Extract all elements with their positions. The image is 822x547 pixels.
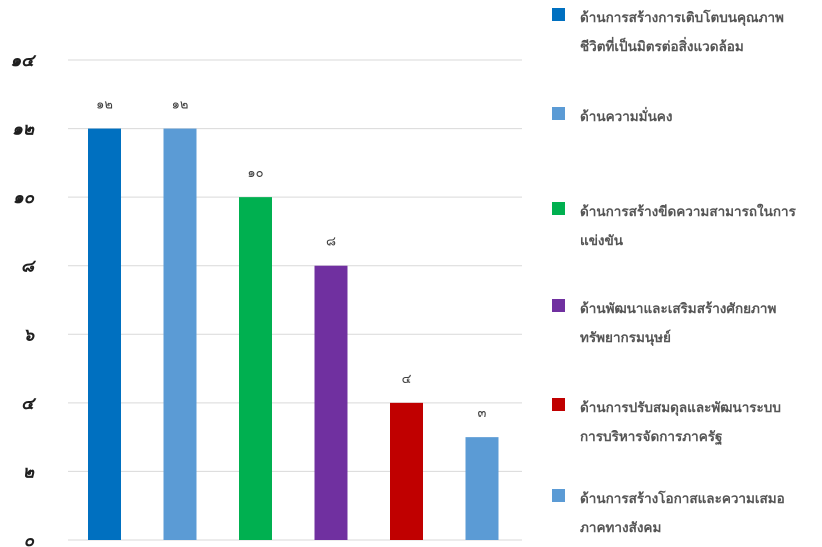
y-axis-tick-labels: ๐ ๒ ๔ ๖ ๘ ๑๐ ๑๒ ๑๔ xyxy=(10,51,37,547)
bar-value-label: ๑๐ xyxy=(247,166,263,181)
bar-value-label: ๔ xyxy=(402,372,412,387)
y-tick-label: ๘ xyxy=(21,257,37,277)
legend-swatch-2 xyxy=(552,107,565,120)
y-tick-label: ๖ xyxy=(23,325,35,345)
legend-label-5: ด้านการปรับสมดุลและพัฒนาระบบ การบริหารจั… xyxy=(580,394,820,452)
legend-label-4: ด้านพัฒนาและเสริมสร้างศักยภาพ ทรัพยากรมน… xyxy=(580,295,820,353)
legend-label-3-line1: ด้านการสร้างขีดความสามารถในการ xyxy=(580,204,796,220)
legend-swatch-6 xyxy=(552,489,565,502)
bars xyxy=(88,128,499,541)
legend-label-4-line2: ทรัพยากรมนุษย์ xyxy=(580,330,671,346)
legend-swatch-1 xyxy=(552,8,565,21)
legend-label-6-line1: ด้านการสร้างโอกาสและความเสมอ xyxy=(580,491,785,507)
legend-label-5-line1: ด้านการปรับสมดุลและพัฒนาระบบ xyxy=(580,400,781,416)
legend-label-3-line2: แข่งขัน xyxy=(580,233,623,249)
gridlines xyxy=(68,59,522,541)
y-tick-label: ๔ xyxy=(21,394,37,414)
legend-label-6-line2: ภาคทางสังคม xyxy=(580,520,662,536)
legend: ด้านการสร้างการเติบโตบนคุณภาพ ชีวิตที่เป… xyxy=(552,0,822,547)
legend-label-5-line2: การบริหารจัดการภาครัฐ xyxy=(580,429,723,445)
y-tick-label: ๑๒ xyxy=(12,120,35,140)
legend-label-1-line2: ชีวิตที่เป็นมิตรต่อสิ่งแวดล้อม xyxy=(580,39,744,55)
y-tick-label: ๐ xyxy=(24,531,35,547)
bar-value-label: ๑๒ xyxy=(96,98,113,113)
bar xyxy=(390,402,423,540)
y-tick-label: ๑๐ xyxy=(13,188,35,208)
legend-label-4-line1: ด้านพัฒนาและเสริมสร้างศักยภาพ xyxy=(580,301,777,317)
bar xyxy=(163,128,197,541)
legend-label-2: ด้านความมั่นคง xyxy=(580,103,820,132)
legend-swatch-5 xyxy=(552,398,565,411)
bar xyxy=(239,197,272,540)
bar-value-label: ๘ xyxy=(326,235,336,250)
legend-swatch-4 xyxy=(552,299,565,312)
y-tick-label: ๒ xyxy=(23,462,35,482)
bar xyxy=(465,437,499,540)
bar-value-label: ๓ xyxy=(478,406,487,421)
y-tick-label: ๑๔ xyxy=(10,51,37,71)
legend-swatch-3 xyxy=(552,202,565,215)
legend-label-1-line1: ด้านการสร้างการเติบโตบนคุณภาพ xyxy=(580,10,784,26)
bar xyxy=(88,128,121,541)
legend-label-1: ด้านการสร้างการเติบโตบนคุณภาพ ชีวิตที่เป… xyxy=(580,4,820,62)
legend-label-6: ด้านการสร้างโอกาสและความเสมอ ภาคทางสังคม xyxy=(580,485,820,543)
bar-value-label: ๑๒ xyxy=(172,98,189,113)
legend-label-3: ด้านการสร้างขีดความสามารถในการ แข่งขัน xyxy=(580,198,820,256)
legend-label-2-line1: ด้านความมั่นคง xyxy=(580,109,673,125)
bar xyxy=(314,265,348,540)
